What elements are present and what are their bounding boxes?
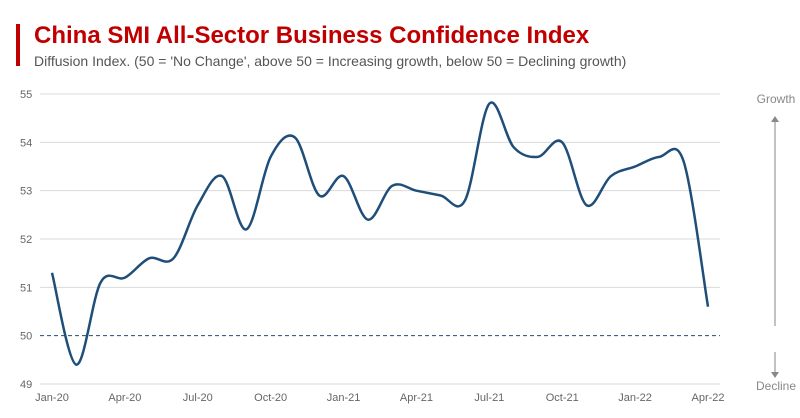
x-tick-label: Apr-20 — [108, 392, 141, 404]
y-tick-label: 50 — [20, 331, 32, 343]
x-tick-label: Jan-22 — [618, 392, 652, 404]
y-tick-label: 54 — [20, 137, 32, 149]
y-tick-label: 51 — [20, 282, 32, 294]
x-tick-label: Apr-21 — [400, 392, 433, 404]
x-tick-label: Jan-20 — [35, 392, 69, 404]
y-tick-label: 49 — [20, 379, 32, 391]
x-tick-label: Oct-20 — [254, 392, 287, 404]
x-tick-label: Jan-21 — [327, 392, 361, 404]
chart-subtitle: Diffusion Index. (50 = 'No Change', abov… — [34, 53, 627, 69]
y-tick-label: 52 — [20, 234, 32, 246]
chart-title: China SMI All-Sector Business Confidence… — [34, 22, 590, 49]
x-tick-label: Apr-22 — [691, 392, 724, 404]
growth-label: Growth — [757, 92, 796, 106]
decline-label: Decline — [756, 379, 796, 393]
x-tick-label: Jul-21 — [474, 392, 504, 404]
title-accent-bar — [16, 24, 20, 66]
x-tick-label: Jul-20 — [183, 392, 213, 404]
decline-arrow-icon — [771, 352, 779, 378]
y-tick-label: 53 — [20, 186, 32, 198]
growth-arrow-icon — [771, 116, 779, 326]
series-line — [50, 101, 710, 366]
x-tick-label: Oct-21 — [546, 392, 579, 404]
y-tick-label: 55 — [20, 89, 32, 101]
